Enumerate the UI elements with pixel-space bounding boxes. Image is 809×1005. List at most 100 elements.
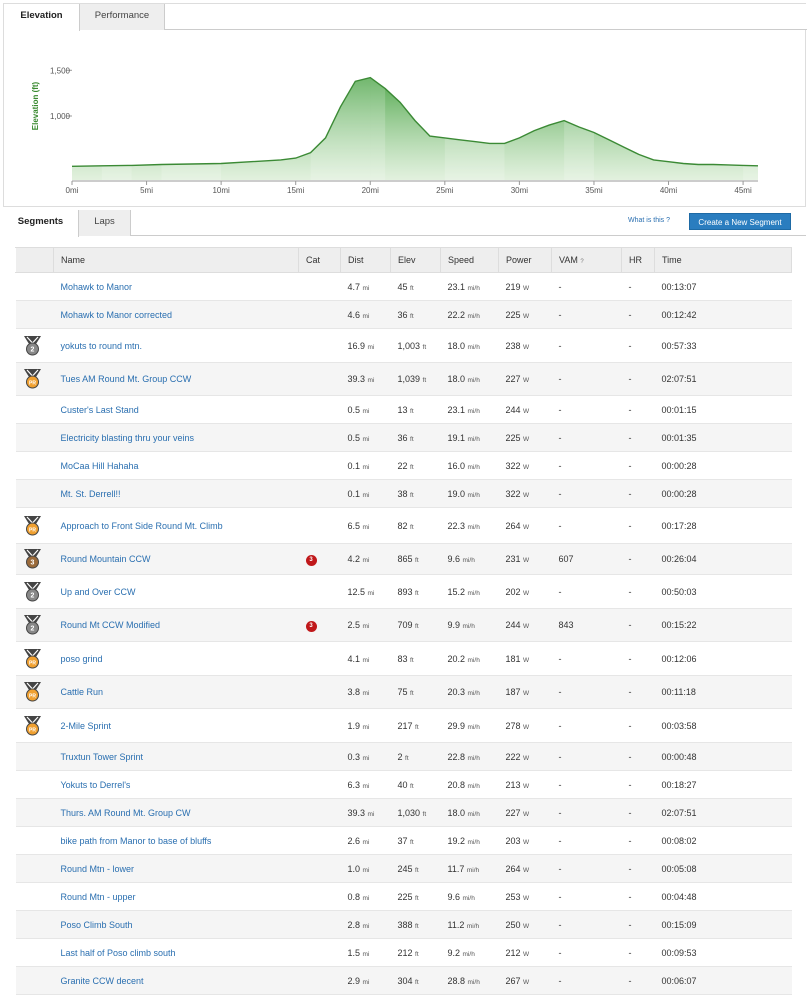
table-row[interactable]: PR 2-Mile Sprint 1.9 mi 217 ft 29.9 mi/h 278 … xyxy=(15,708,792,743)
medal-cell xyxy=(15,770,54,799)
segment-link[interactable]: Mohawk to Manor corrected xyxy=(60,309,173,320)
table-row[interactable]: MoCaa Hill Hahaha 0.1 mi 22 ft 16.0 mi/h 322… xyxy=(15,451,792,480)
col-name[interactable]: Name xyxy=(53,247,299,273)
table-row[interactable]: PR Tues AM Round Mt. Group CCW 39.3 mi 1,03… xyxy=(15,362,792,396)
col-speed[interactable]: Speed xyxy=(440,247,499,273)
y-tick-label: 1,000 xyxy=(50,112,71,121)
table-row[interactable]: 3 Round Mountain CCW 3 4.2 mi 865 ft 9.6 mi/h… xyxy=(15,543,792,575)
vam-help-icon[interactable]: ? xyxy=(580,259,584,265)
segment-band xyxy=(370,52,386,180)
medal-svg: PR xyxy=(23,369,41,389)
tab-laps[interactable]: Laps xyxy=(79,210,131,236)
speed-value: 22.2 xyxy=(447,309,466,320)
col-vam[interactable]: VAM ? xyxy=(551,247,622,273)
vam-cell: - xyxy=(551,966,622,995)
table-row[interactable]: 2 Up and Over CCW 12.5 mi 893 ft 15.2 mi/h 20… xyxy=(15,574,792,609)
segment-link[interactable]: Round Mtn - lower xyxy=(60,863,135,874)
segment-link[interactable]: Yokuts to Derrel's xyxy=(60,779,131,790)
table-row[interactable]: PR Cattle Run 3.8 mi 75 ft 20.3 mi/h 187 W--0… xyxy=(15,675,792,709)
table-row[interactable]: bike path from Manor to base of bluffs 2.… xyxy=(15,826,792,855)
power-unit: W xyxy=(523,491,530,499)
segment-link[interactable]: Mohawk to Manor xyxy=(60,281,133,292)
table-row[interactable]: Mohawk to Manor 4.7 mi 45 ft 23.1 mi/h 219 W… xyxy=(15,272,792,301)
tab-segments[interactable]: Segments xyxy=(3,210,79,237)
segment-link[interactable]: yokuts to round mtn. xyxy=(60,340,143,351)
col-dist[interactable]: Dist xyxy=(340,247,391,273)
speed-unit: mi/h xyxy=(467,754,480,762)
time-cell: 00:00:28 xyxy=(654,451,792,480)
medal-label: PR xyxy=(29,727,36,733)
table-row[interactable]: Mt. St. Derrell!! 0.1 mi 38 ft 19.0 mi/h 322… xyxy=(15,479,792,508)
what-is-this-link[interactable]: What is this ? xyxy=(627,217,670,224)
col-elev[interactable]: Elev xyxy=(390,247,441,273)
segment-link[interactable]: MoCaa Hill Hahaha xyxy=(60,460,139,471)
segment-link[interactable]: Poso Climb South xyxy=(60,919,133,930)
table-row[interactable]: Mohawk to Manor corrected 4.6 mi 36 ft 22.2… xyxy=(15,300,792,329)
elev-cell: 40 ft xyxy=(390,770,441,799)
col-cat[interactable]: Cat xyxy=(298,247,341,273)
segment-link[interactable]: Round Mt CCW Modified xyxy=(60,620,161,630)
medal-cell: 2 xyxy=(15,574,54,609)
segment-link[interactable]: bike path from Manor to base of bluffs xyxy=(60,835,212,846)
table-row[interactable]: PR Approach to Front Side Round Mt. Climb… xyxy=(15,507,792,544)
table-row[interactable]: Round Mtn - upper 0.8 mi 225 ft 9.6 mi/h 253… xyxy=(15,882,792,911)
tab-elevation[interactable]: Elevation xyxy=(4,4,80,31)
segment-link[interactable]: 2-Mile Sprint xyxy=(60,720,112,731)
table-row[interactable]: Truxtun Tower Sprint 0.3 mi 2 ft 22.8 mi/h 2… xyxy=(15,742,792,771)
table-row[interactable]: Last half of Poso climb south 1.5 mi 212 f… xyxy=(15,938,792,967)
elev-unit: ft xyxy=(410,463,414,471)
segment-link[interactable]: Approach to Front Side Round Mt. Climb xyxy=(60,520,223,531)
col-vam-label: VAM xyxy=(559,255,578,265)
segment-link[interactable]: Mt. St. Derrell!! xyxy=(60,488,121,499)
create-segment-button[interactable]: Create a New Segment xyxy=(689,213,791,230)
table-row[interactable]: Thurs. AM Round Mt. Group CW 39.3 mi 1,030… xyxy=(15,798,792,827)
table-row[interactable]: Poso Climb South 2.8 mi 388 ft 11.2 mi/h 250… xyxy=(15,910,792,939)
tab-performance[interactable]: Performance xyxy=(80,4,165,30)
dist-value: 4.6 xyxy=(347,309,361,320)
elev-cell: 1,039 ft xyxy=(390,362,441,396)
elev-cell: 45 ft xyxy=(390,272,441,301)
segment-link[interactable]: Round Mountain CCW xyxy=(60,554,151,564)
time-cell: 00:50:03 xyxy=(654,574,792,609)
speed-cell: 29.9 mi/h xyxy=(440,708,499,743)
vam-cell: - xyxy=(551,641,622,676)
col-power[interactable]: Power xyxy=(498,247,552,273)
table-row[interactable]: 2 Round Mt CCW Modified 3 2.5 mi 709 ft 9.9 m… xyxy=(15,608,792,642)
table-row[interactable]: Yokuts to Derrel's 6.3 mi 40 ft 20.8 mi/h 21… xyxy=(15,770,792,799)
cat-cell xyxy=(298,641,341,676)
elev-cell: 893 ft xyxy=(390,574,441,609)
dist-unit: mi xyxy=(362,782,370,790)
segment-link[interactable]: Tues AM Round Mt. Group CCW xyxy=(60,374,192,384)
segment-link[interactable]: Truxtun Tower Sprint xyxy=(60,751,144,762)
power-cell: 322 W xyxy=(498,451,552,480)
table-row[interactable]: Electricity blasting thru your veins 0.5 … xyxy=(15,423,792,452)
dist-value: 2.9 xyxy=(347,975,361,986)
table-row[interactable]: Custer's Last Stand 0.5 mi 13 ft 23.1 mi/h 2… xyxy=(15,395,792,424)
segment-link[interactable]: Thurs. AM Round Mt. Group CW xyxy=(60,807,191,818)
segment-link[interactable]: poso grind xyxy=(60,653,103,664)
segment-link[interactable]: Last half of Poso climb south xyxy=(60,947,176,958)
speed-value: 29.9 xyxy=(447,720,466,731)
segment-link[interactable]: Up and Over CCW xyxy=(60,586,136,597)
medal-cell xyxy=(15,854,54,883)
dist-value: 12.5 xyxy=(347,586,366,597)
segment-name-cell: Up and Over CCW xyxy=(53,574,299,609)
elev-unit: ft xyxy=(410,284,414,292)
col-hr[interactable]: HR xyxy=(621,247,655,273)
segment-name-cell: Round Mtn - upper xyxy=(53,882,299,911)
table-row[interactable]: Round Mtn - lower 1.0 mi 245 ft 11.7 mi/h 26… xyxy=(15,854,792,883)
segment-link[interactable]: Electricity blasting thru your veins xyxy=(60,432,195,443)
medal-cell xyxy=(15,882,54,911)
table-row[interactable]: 2 yokuts to round mtn. 16.9 mi 1,003 ft 18.0… xyxy=(15,328,792,363)
cat-cell xyxy=(298,451,341,480)
power-cell: 244 W xyxy=(498,608,552,642)
segment-link[interactable]: Cattle Run xyxy=(60,687,104,697)
col-time[interactable]: Time xyxy=(654,247,792,273)
table-row[interactable]: Granite CCW decent 2.9 mi 304 ft 28.8 mi/h 2… xyxy=(15,966,792,995)
medal-cell xyxy=(15,826,54,855)
segment-link[interactable]: Round Mtn - upper xyxy=(60,891,136,902)
table-row[interactable]: PR poso grind 4.1 mi 83 ft 20.2 mi/h 181 W--0… xyxy=(15,641,792,676)
segment-link[interactable]: Granite CCW decent xyxy=(60,975,144,986)
elev-unit: ft xyxy=(410,838,414,846)
segment-link[interactable]: Custer's Last Stand xyxy=(60,404,139,415)
